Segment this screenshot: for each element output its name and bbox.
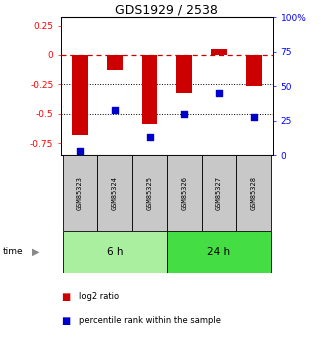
Text: GSM85328: GSM85328 <box>251 176 257 210</box>
Bar <box>246 55 262 86</box>
Bar <box>63 155 98 231</box>
Text: GSM85325: GSM85325 <box>147 176 152 210</box>
Point <box>182 111 187 117</box>
Bar <box>98 155 132 231</box>
Bar <box>63 231 167 273</box>
Text: ▶: ▶ <box>32 247 39 257</box>
Text: time: time <box>3 247 24 256</box>
Bar <box>167 155 202 231</box>
Bar <box>142 55 157 124</box>
Bar <box>107 55 123 70</box>
Text: 24 h: 24 h <box>207 247 230 257</box>
Bar <box>211 49 227 55</box>
Text: GSM85327: GSM85327 <box>216 176 222 210</box>
Bar <box>202 155 236 231</box>
Text: 6 h: 6 h <box>107 247 123 257</box>
Point <box>78 148 83 154</box>
Point <box>147 135 152 140</box>
Text: ■: ■ <box>61 316 70 326</box>
Text: GSM85326: GSM85326 <box>181 176 187 210</box>
Bar <box>177 55 192 93</box>
Text: GSM85324: GSM85324 <box>112 176 118 210</box>
Point <box>251 114 256 119</box>
Text: log2 ratio: log2 ratio <box>79 292 119 301</box>
Point <box>216 90 221 96</box>
Point <box>112 107 117 112</box>
Title: GDS1929 / 2538: GDS1929 / 2538 <box>116 3 218 16</box>
Bar <box>72 55 88 135</box>
Text: percentile rank within the sample: percentile rank within the sample <box>79 316 221 325</box>
Bar <box>167 231 271 273</box>
Text: GSM85323: GSM85323 <box>77 176 83 210</box>
Text: ■: ■ <box>61 292 70 302</box>
Bar <box>132 155 167 231</box>
Bar <box>236 155 271 231</box>
